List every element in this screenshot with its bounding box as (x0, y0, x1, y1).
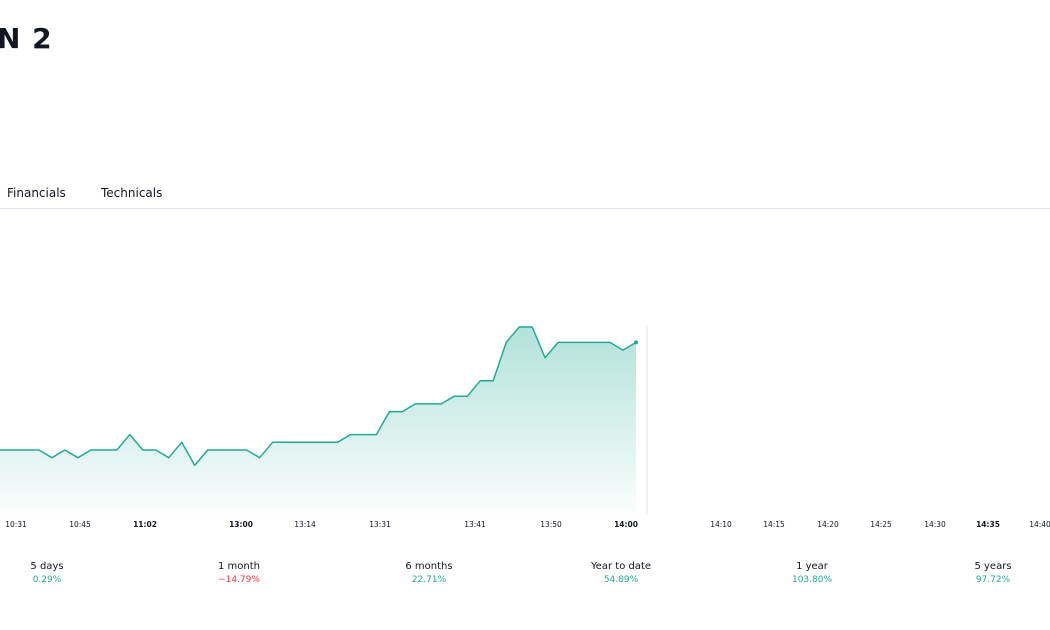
price-line (0, 326, 637, 467)
period-change: 54.89% (603, 575, 639, 585)
period-6-months[interactable]: 6 months 22.71% (374, 560, 484, 586)
performance-periods: 5 days 0.29% 1 month −14.79% 6 months 22… (0, 560, 1050, 596)
period-5-years[interactable]: 5 years 97.72% (938, 560, 1048, 586)
last-price-point (634, 340, 638, 345)
x-axis-tick-label: 11:02 (133, 520, 157, 529)
x-axis-tick-label: 10:31 (5, 520, 27, 529)
x-axis-tick-label: 14:00 (614, 520, 638, 529)
period-label: 6 months (405, 561, 453, 572)
period-change: 0.29% (32, 575, 62, 585)
period-label: 5 days (30, 561, 64, 572)
price-chart[interactable]: 10:31 10:45 11:02 13:00 13:14 13:31 13:41 13:50… (0, 300, 1050, 540)
x-axis-tick-label: 14:15 (763, 520, 785, 529)
x-axis-tick-label: 13:50 (540, 520, 562, 529)
period-1-month[interactable]: 1 month −14.79% (184, 560, 294, 586)
x-axis-tick-label: 13:31 (369, 520, 391, 529)
period-5-days[interactable]: 5 days 0.29% (0, 560, 102, 586)
tab-bar: Financials Technicals (0, 180, 1050, 209)
x-axis-tick-label: 13:14 (294, 520, 316, 529)
tab-financials[interactable]: Financials (7, 186, 66, 200)
x-axis-tick-label: 14:30 (924, 520, 946, 529)
page-title: N 2 (0, 22, 53, 55)
x-axis-tick-label: 13:41 (464, 520, 486, 529)
x-axis-tick-label: 10:45 (69, 520, 91, 529)
x-axis-tick-label: 13:00 (229, 520, 253, 529)
tab-technicals[interactable]: Technicals (101, 186, 163, 200)
period-label: 1 year (796, 561, 828, 572)
price-area-fill (0, 327, 636, 513)
period-change: 22.71% (411, 575, 447, 585)
x-axis-tick-label: 14:20 (817, 520, 839, 529)
period-label: Year to date (590, 561, 652, 572)
period-change: 103.80% (791, 575, 833, 585)
x-axis-tick-label: 14:40 (1029, 520, 1050, 529)
period-label: 5 years (974, 561, 1012, 572)
period-label: 1 month (218, 561, 260, 572)
period-change: 97.72% (975, 575, 1011, 585)
period-year-to-date[interactable]: Year to date 54.89% (566, 560, 676, 586)
x-axis-tick-label: 14:10 (710, 520, 732, 529)
period-change: −14.79% (218, 575, 260, 585)
x-axis-tick-label: 14:25 (870, 520, 892, 529)
x-axis-tick-label: 14:35 (976, 520, 1000, 529)
period-1-year[interactable]: 1 year 103.80% (757, 560, 867, 586)
